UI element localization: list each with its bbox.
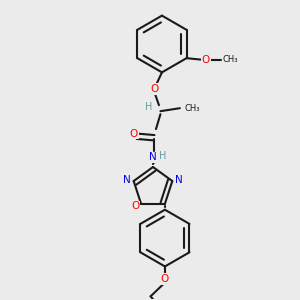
- Text: O: O: [202, 55, 210, 65]
- Text: H: H: [159, 151, 167, 161]
- Text: H: H: [145, 102, 152, 112]
- Text: O: O: [130, 129, 138, 139]
- Text: N: N: [123, 175, 131, 184]
- Text: O: O: [132, 201, 140, 211]
- Text: N: N: [149, 152, 157, 163]
- Text: CH₃: CH₃: [223, 55, 239, 64]
- Text: O: O: [161, 274, 169, 284]
- Text: O: O: [150, 84, 159, 94]
- Text: CH₃: CH₃: [184, 104, 200, 113]
- Text: N: N: [175, 175, 183, 184]
